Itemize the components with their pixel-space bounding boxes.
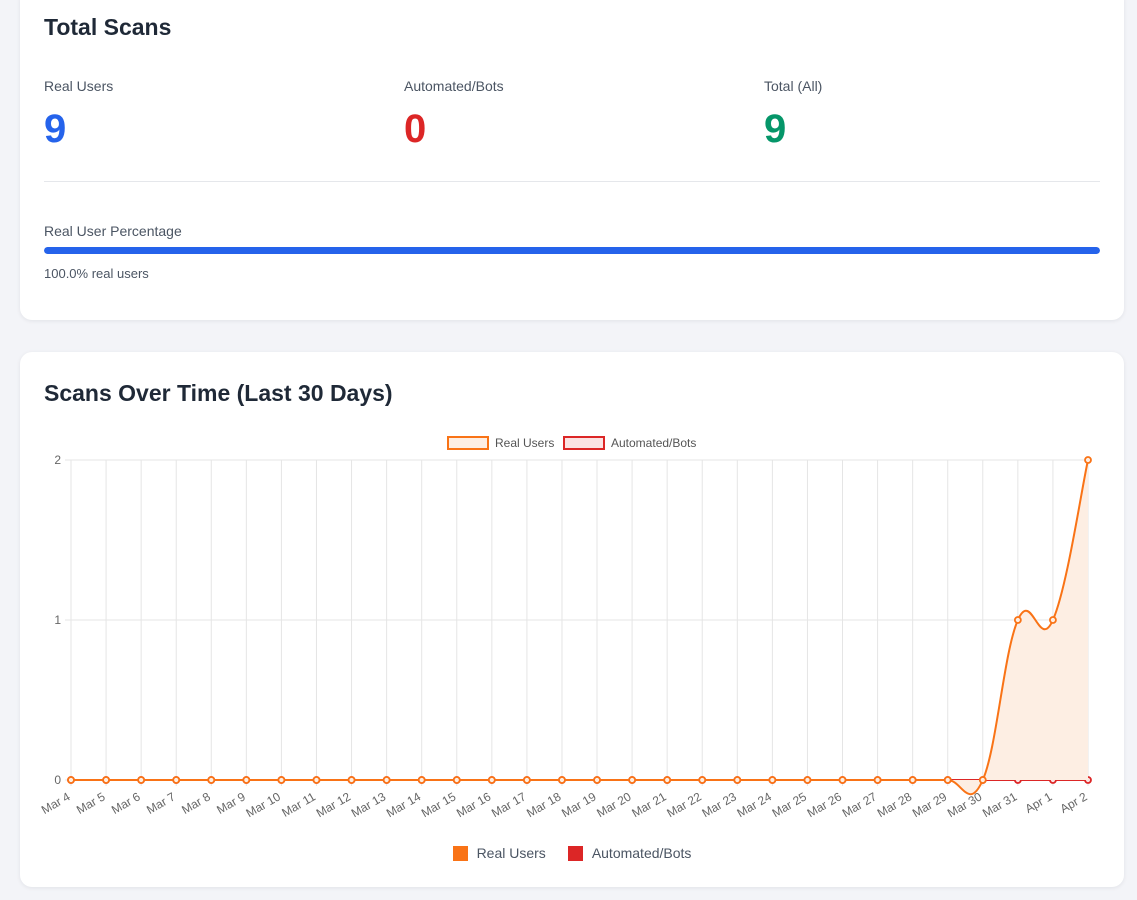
x-tick-label: Mar 29 [910, 789, 950, 820]
data-point-real-users [487, 776, 496, 784]
x-tick-label: Mar 6 [109, 789, 143, 817]
series-area-real-users [71, 460, 1088, 795]
data-point-real-users [698, 776, 707, 784]
bottom-legend-real-users-label: Real Users [476, 845, 546, 861]
data-point-real-users [628, 776, 637, 784]
data-point-real-users [522, 776, 531, 784]
scans-over-time-title: Scans Over Time (Last 30 Days) [44, 380, 393, 406]
data-point-real-users [417, 776, 426, 784]
data-point-real-users [312, 776, 321, 784]
x-tick-label: Mar 25 [770, 789, 810, 820]
y-tick-label: 1 [54, 613, 61, 627]
data-point-real-users [663, 776, 672, 784]
stat-total-all-value: 9 [764, 107, 787, 151]
x-tick-label: Mar 26 [805, 789, 845, 820]
stat-real-users-value: 9 [44, 107, 67, 151]
data-point-real-users [1084, 456, 1092, 464]
data-point-real-users [452, 776, 461, 784]
x-tick-label: Mar 23 [699, 789, 739, 820]
top-legend-label-real-users: Real Users [495, 436, 554, 450]
x-tick-label: Mar 21 [629, 789, 669, 820]
x-tick-label: Mar 11 [279, 789, 318, 820]
data-point-real-users [768, 776, 777, 784]
data-point-real-users [242, 776, 251, 784]
y-tick-label: 2 [54, 453, 61, 467]
x-tick-label: Mar 7 [144, 789, 178, 817]
x-tick-label: Mar 8 [179, 789, 213, 817]
top-legend-swatch-real-users [447, 436, 489, 450]
bottom-legend-automated-bots-label: Automated/Bots [591, 845, 692, 861]
data-point-real-users [1049, 616, 1057, 624]
data-point-real-users [873, 776, 882, 784]
x-tick-label: Mar 30 [945, 789, 985, 820]
x-tick-label: Mar 20 [594, 789, 634, 820]
data-point-real-users [172, 776, 181, 784]
x-tick-label: Mar 5 [74, 789, 108, 817]
data-point-real-users [102, 776, 110, 784]
stat-total-all: Total (All) 9 [764, 78, 822, 152]
data-point-real-users [1013, 616, 1022, 624]
x-tick-label: Mar 17 [489, 789, 529, 820]
data-point-real-users [838, 776, 847, 784]
data-point-real-users [803, 776, 812, 784]
real-user-percentage-text: 100.0% real users [44, 266, 149, 281]
data-point-real-users [908, 776, 917, 784]
series-line-real-users [71, 459, 1089, 796]
data-point-real-users [347, 776, 356, 784]
bottom-legend-automated-bots-swatch [567, 845, 583, 861]
data-point-real-users [382, 776, 391, 784]
bottom-legend-automated-bots[interactable]: Automated/Bots [567, 845, 692, 861]
stat-automated-bots-label: Automated/Bots [404, 78, 504, 94]
total-scans-card: Total Scans Real Users 9 Automated/Bots … [20, 0, 1124, 320]
chart-bottom-legend: Real Users Automated/Bots [20, 845, 1124, 861]
stat-total-all-label: Total (All) [764, 78, 823, 94]
x-tick-label: Mar 4 [39, 789, 73, 817]
bottom-legend-real-users[interactable]: Real Users [452, 845, 546, 861]
x-tick-label: Mar 10 [244, 789, 284, 820]
x-tick-label: Mar 15 [419, 789, 459, 820]
x-tick-label: Mar 14 [384, 789, 424, 820]
data-point-real-users [207, 776, 216, 784]
x-tick-label: Mar 27 [840, 789, 880, 820]
y-tick-label: 0 [54, 773, 61, 787]
stat-automated-bots-value: 0 [404, 107, 427, 151]
real-user-percentage-bar [44, 247, 1100, 254]
stat-real-users-label: Real Users [44, 78, 114, 94]
data-point-real-users [943, 776, 952, 784]
x-tick-label: Apr 1 [1023, 789, 1055, 816]
data-point-real-users [593, 776, 601, 784]
x-tick-label: Mar 18 [524, 789, 564, 820]
stat-real-users: Real Users 9 [44, 78, 113, 152]
real-user-percentage-fill [44, 247, 1100, 254]
x-tick-label: Mar 12 [314, 789, 354, 820]
data-point-real-users [67, 776, 75, 784]
x-tick-label: Mar 24 [735, 789, 775, 820]
data-point-real-users [137, 776, 146, 784]
stat-automated-bots: Automated/Bots 0 [404, 78, 504, 152]
total-scans-title: Total Scans [44, 14, 172, 40]
stats-divider [44, 181, 1100, 182]
data-point-real-users [978, 776, 987, 784]
x-tick-label: Mar 19 [559, 789, 599, 820]
x-tick-label: Apr 2 [1058, 789, 1090, 816]
x-tick-label: Mar 31 [980, 789, 1020, 820]
top-legend-label-automated-bots: Automated/Bots [611, 436, 696, 450]
data-point-real-users [558, 776, 566, 784]
x-tick-label: Mar 13 [349, 789, 389, 820]
x-tick-label: Mar 9 [214, 789, 248, 817]
x-tick-label: Mar 22 [664, 789, 704, 820]
top-legend-swatch-automated-bots [563, 436, 605, 450]
x-tick-label: Mar 16 [454, 789, 494, 820]
x-tick-label: Mar 28 [875, 789, 915, 820]
data-point-real-users [733, 776, 742, 784]
real-user-percentage-label: Real User Percentage [44, 223, 182, 239]
bottom-legend-real-users-swatch [452, 845, 468, 861]
data-point-real-users [277, 776, 286, 784]
